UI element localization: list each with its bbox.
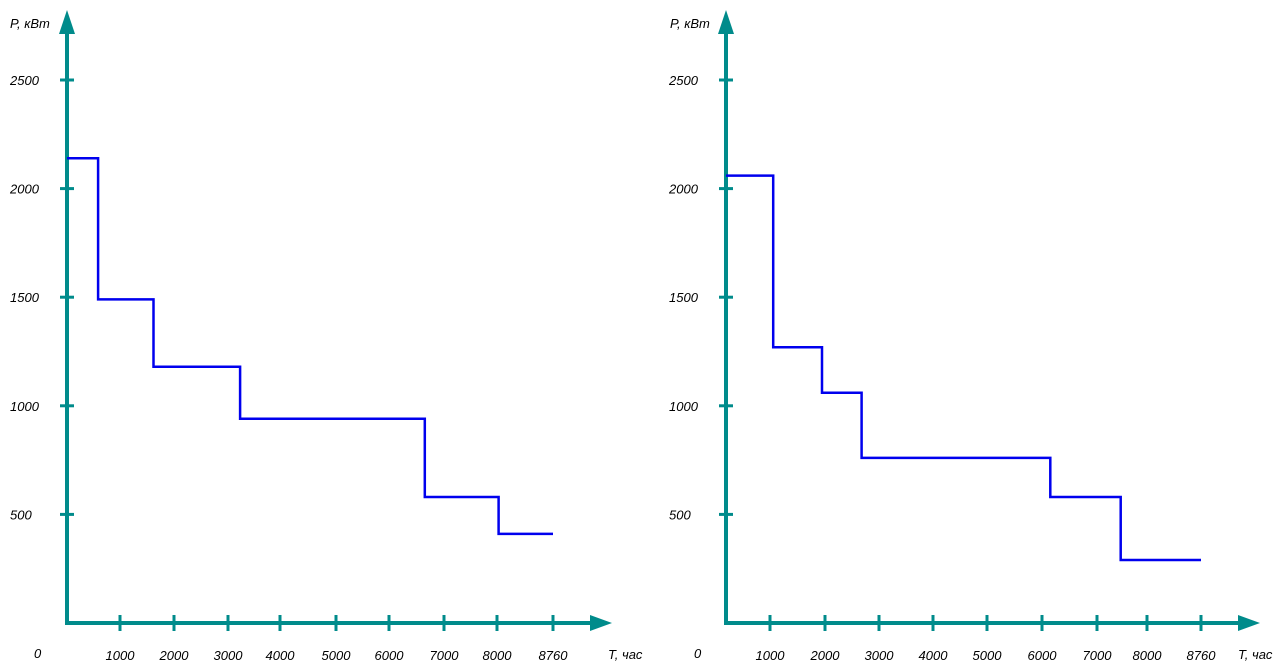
x-tick-label: 5000 (973, 648, 1003, 663)
chart-panel-2: 500 1000 1500 2000 2500 1000 2000 3000 4000 5000 6… (668, 10, 1273, 663)
x-tick-label: 5000 (322, 648, 352, 663)
x-tick-label: 2000 (159, 648, 190, 663)
y-tick-label: 500 (10, 507, 32, 522)
y-tick-label: 2500 (668, 73, 699, 88)
x-axis-arrow (1238, 615, 1260, 631)
load-step-series (67, 156, 553, 536)
y-tick-label: 1500 (669, 290, 699, 305)
load-step-series (726, 174, 1201, 562)
y-tick-label: 2000 (668, 182, 699, 197)
x-tick-label: 4000 (919, 648, 949, 663)
y-axis-title: P, кВт (10, 16, 50, 31)
chart-panel-1: 500 1000 1500 2000 2500 1000 2000 3000 4000 5000 6… (9, 10, 643, 663)
y-tick-label: 1000 (669, 399, 699, 414)
x-tick-label: 3000 (865, 648, 895, 663)
x-tick-label: 8000 (1133, 648, 1163, 663)
x-tick-label: 6000 (1028, 648, 1058, 663)
y-axis-arrow (59, 10, 75, 34)
x-tick-label: 7000 (1083, 648, 1113, 663)
y-tick-label: 1500 (10, 290, 40, 305)
x-tick-label: 8760 (539, 648, 569, 663)
y-tick-label: 500 (669, 507, 691, 522)
x-tick-label: 6000 (375, 648, 405, 663)
y-axis-title: P, кВт (670, 16, 710, 31)
origin-label: 0 (34, 646, 42, 661)
origin-label: 0 (694, 646, 702, 661)
x-tick-label: 4000 (266, 648, 296, 663)
y-axis-arrow (718, 10, 734, 34)
y-tick-label: 2500 (9, 73, 40, 88)
x-axis-title: T, час (1238, 647, 1273, 662)
x-tick-label: 7000 (430, 648, 460, 663)
x-tick-label: 8760 (1187, 648, 1217, 663)
x-tick-label: 1000 (106, 648, 136, 663)
x-tick-label: 8000 (483, 648, 513, 663)
x-axis-arrow (590, 615, 612, 631)
y-tick-label: 2000 (9, 182, 40, 197)
y-tick-label: 1000 (10, 399, 40, 414)
x-axis-title: T, час (608, 647, 643, 662)
x-tick-label: 1000 (756, 648, 786, 663)
x-tick-label: 3000 (214, 648, 244, 663)
x-tick-label: 2000 (810, 648, 841, 663)
